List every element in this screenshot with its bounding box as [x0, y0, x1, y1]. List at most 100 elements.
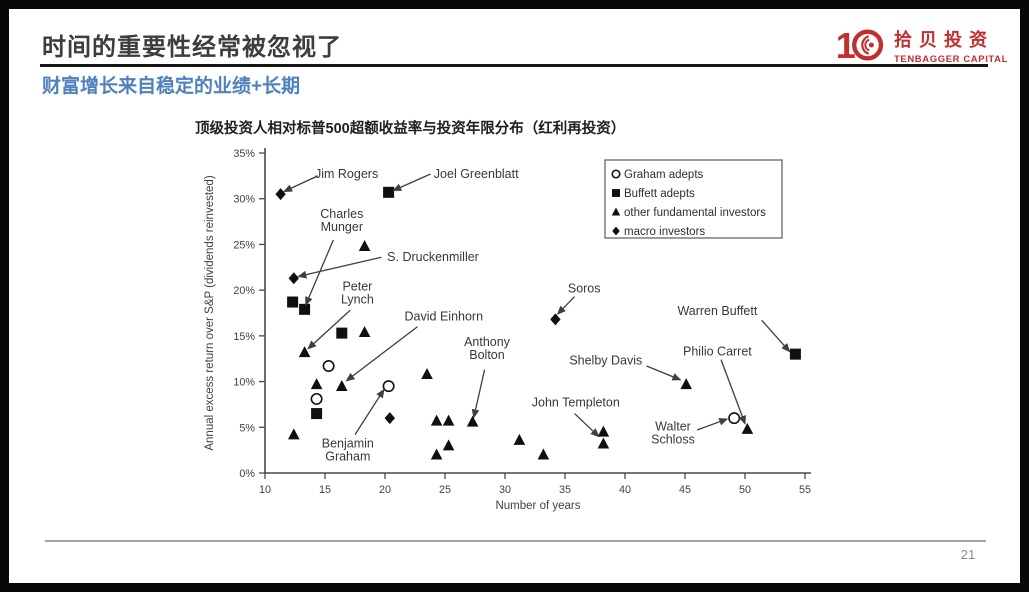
annotation-label-anthony-bolton: Bolton [469, 348, 504, 362]
legend-diamond-icon [612, 226, 620, 236]
y-axis-title: Annual excess return over S&P (dividends… [204, 175, 216, 450]
logo-text: 拾贝投资 TENBAGGER CAPITAL [894, 26, 1008, 65]
point-buffett-adepts [287, 296, 299, 308]
annotation-label-joel-greenblatt: Joel Greenblatt [434, 167, 519, 181]
x-tick-label: 30 [499, 484, 511, 496]
annotation-arrow-benjamin-graham [354, 388, 385, 435]
point-other-fundamental-investors [358, 326, 371, 337]
x-tick-label: 50 [739, 484, 751, 496]
annotation-arrow-anthony-bolton [471, 369, 486, 419]
point-shelby-davis [680, 378, 692, 390]
annotation-label-david-einhorn: David Einhorn [405, 310, 484, 324]
point-other-fundamental-investors [442, 439, 455, 451]
point-david-einhorn [336, 379, 348, 391]
legend-label: Buffett adepts [624, 188, 695, 200]
point-peter-lynch [298, 346, 311, 358]
annotation-arrow-john-templeton [574, 413, 600, 438]
scatter-svg: 0% 5% 10% 15% 20% 25% 30% 35% 10 15 20 25 30 35 40 45 50… [204, 148, 811, 512]
point-macro-investors [384, 412, 395, 425]
x-axis-title: Number of years [495, 500, 580, 512]
page-number: 21 [960, 547, 976, 562]
point-soros [550, 313, 561, 326]
x-tick-label: 45 [679, 484, 691, 496]
point-other-fundamental-investors [537, 448, 550, 460]
point-joel-greenblatt [383, 186, 395, 198]
annotation-arrow-joel-greenblatt [392, 173, 431, 192]
logo-name-en: TENBAGGER CAPITAL [894, 53, 1008, 65]
legend-label: Graham adepts [624, 169, 704, 181]
annotation-arrow-jim-rogers [283, 175, 319, 192]
slide-subtitle: 财富增长来自稳定的业绩+长期 [42, 76, 301, 97]
chart-title: 顶级投资人相对标普500超额收益率与投资年限分布（红利再投资） [195, 121, 626, 137]
point-jim-rogers [275, 188, 286, 201]
legend-label: other fundamental investors [624, 207, 766, 219]
title-underline [40, 64, 988, 67]
annotation-arrow-charles-munger [305, 239, 334, 306]
x-tick-label: 15 [319, 484, 331, 496]
x-tick-label: 25 [439, 484, 451, 496]
point-walter-schloss [728, 412, 741, 425]
annotation-label-walter-schloss: Walter [655, 419, 691, 433]
annotation-label-warren-buffett: Warren Buffett [677, 304, 757, 318]
page-title: 时间的重要性经常被忽视了 [42, 34, 342, 61]
annotation-label-s-druckenmiller: S. Druckenmiller [387, 250, 479, 264]
point-john-templeton [597, 425, 610, 437]
annotation-label-philio-carret: Philio Carret [683, 344, 752, 358]
annotation-arrow-peter-lynch [307, 309, 351, 350]
y-tick-label: 25% [233, 239, 255, 251]
legend-circle-icon [611, 169, 621, 179]
legend-square-icon [612, 189, 620, 197]
annotation-label-peter-lynch: Peter [342, 279, 372, 293]
y-tick-label: 15% [233, 331, 255, 343]
x-tick-label: 20 [379, 484, 391, 496]
point-other-fundamental-investors [430, 414, 443, 426]
point-other-fundamental-investors [597, 437, 610, 449]
annotation-label-charles-munger: Munger [321, 220, 363, 234]
point-s-druckenmiller [288, 272, 299, 285]
logo-name-cn: 拾贝投资 [894, 29, 994, 50]
point-buffett-adepts [336, 327, 348, 339]
point-graham-adepts [310, 392, 323, 405]
point-other-fundamental-investors [430, 448, 443, 460]
x-tick-label: 35 [559, 484, 571, 496]
annotation-arrow-walter-schloss [696, 418, 729, 431]
annotation-label-walter-schloss: Schloss [651, 432, 695, 446]
x-tick-label: 40 [619, 484, 631, 496]
legend-label: macro investors [624, 226, 705, 238]
annotation-arrow-david-einhorn [345, 326, 418, 382]
point-buffett-adepts [311, 408, 323, 420]
point-other-fundamental-investors [442, 414, 455, 426]
slide-inner: 时间的重要性经常被忽视了 财富增长来自稳定的业绩+长期 1 拾贝投资 TENBA… [9, 9, 1020, 583]
y-tick-label: 30% [233, 194, 255, 206]
y-tick-label: 20% [233, 285, 255, 297]
legend-triangle-icon [611, 207, 621, 216]
annotation-arrow-philio-carret [720, 359, 746, 425]
svg-text:1: 1 [836, 25, 856, 66]
annotation-label-john-templeton: John Templeton [532, 396, 620, 410]
point-warren-buffett [789, 348, 801, 360]
point-charles-munger [299, 303, 311, 315]
footer-line [45, 540, 986, 542]
annotation-label-soros: Soros [568, 281, 601, 295]
annotation-label-benjamin-graham: Benjamin [322, 437, 374, 451]
y-tick-label: 35% [233, 148, 255, 160]
x-tick-label: 55 [799, 484, 811, 496]
point-other-fundamental-investors [358, 240, 371, 252]
y-tick-label: 10% [233, 377, 255, 389]
annotation-arrow-shelby-davis [646, 365, 682, 381]
point-graham-adepts [322, 360, 335, 373]
point-other-fundamental-investors [513, 433, 526, 445]
point-other-fundamental-investors [310, 378, 323, 390]
annotation-label-jim-rogers: Jim Rogers [315, 167, 378, 181]
tenbagger-shell-icon: 1 [836, 25, 884, 66]
annotation-label-peter-lynch: Lynch [341, 292, 374, 306]
y-tick-label: 0% [239, 468, 255, 480]
legend-box [604, 159, 783, 239]
annotation-label-benjamin-graham: Graham [325, 450, 370, 464]
company-logo: 1 拾贝投资 TENBAGGER CAPITAL [835, 22, 1008, 68]
annotation-label-anthony-bolton: Anthony [464, 335, 511, 349]
annotation-arrow-soros [556, 296, 576, 315]
point-other-fundamental-investors [288, 428, 300, 440]
annotation-label-shelby-davis: Shelby Davis [569, 354, 642, 368]
